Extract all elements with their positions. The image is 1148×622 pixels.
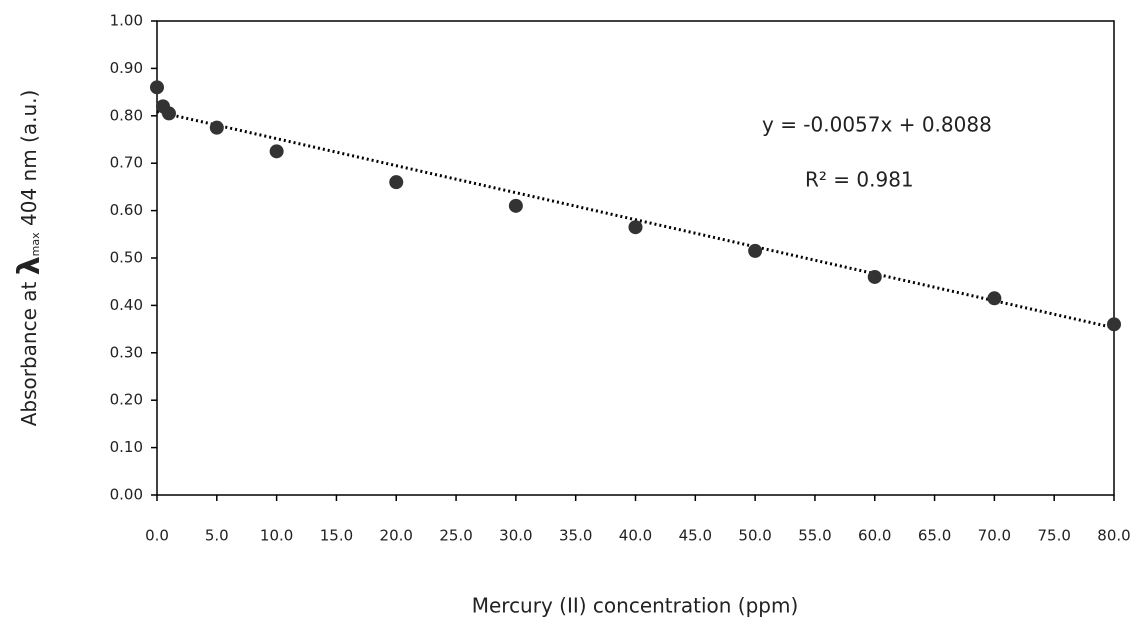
y-tick-label: 0.70 xyxy=(110,154,143,172)
y-tick-label: 1.00 xyxy=(110,12,143,30)
y-tick-label: 0.30 xyxy=(110,343,143,361)
y-tick-label: 0.50 xyxy=(110,249,143,267)
x-tick-label: 45.0 xyxy=(679,527,712,545)
x-tick-label: 55.0 xyxy=(798,527,831,545)
x-tick-label: 5.0 xyxy=(205,527,229,545)
data-point xyxy=(987,291,1002,306)
y-tick-label: 0.60 xyxy=(110,201,143,219)
x-tick-label: 40.0 xyxy=(619,527,652,545)
x-tick-label: 60.0 xyxy=(858,527,891,545)
x-tick-label: 0.0 xyxy=(145,527,169,545)
y-tick-label: 0.10 xyxy=(110,438,143,456)
y-label-sub: max xyxy=(29,232,42,256)
data-point xyxy=(867,269,882,284)
x-tick-label: 25.0 xyxy=(439,527,472,545)
data-point xyxy=(508,198,523,213)
r-squared: R² = 0.981 xyxy=(805,168,914,192)
x-tick-label: 35.0 xyxy=(559,527,592,545)
trendline xyxy=(156,110,1115,330)
y-tick-label: 0.40 xyxy=(110,296,143,314)
data-point xyxy=(150,80,164,95)
y-tick-label: 0.20 xyxy=(110,391,143,409)
x-tick-label: 30.0 xyxy=(499,527,532,545)
y-tick-label: 0.80 xyxy=(110,106,143,124)
equation: y = -0.0057x + 0.8088 xyxy=(762,113,992,137)
y-label-part: Absorbance at xyxy=(17,275,41,426)
data-point xyxy=(1107,317,1121,332)
x-tick-label: 70.0 xyxy=(978,527,1011,545)
x-tick-label: 50.0 xyxy=(738,527,771,545)
y-axis-label: Absorbance at λmax 404 nm (a.u.) xyxy=(12,90,47,427)
data-point xyxy=(628,220,643,235)
y-label-lambda: λ xyxy=(12,256,47,275)
y-tick-label: 0.90 xyxy=(110,59,143,77)
x-axis-label: Mercury (II) concentration (ppm) xyxy=(472,594,799,618)
plot-frame xyxy=(156,20,1115,496)
x-tick-label: 75.0 xyxy=(1037,527,1070,545)
x-tick-label: 10.0 xyxy=(260,527,293,545)
data-point xyxy=(161,106,176,121)
data-point xyxy=(209,120,224,135)
y-tick-label: 0.00 xyxy=(110,486,143,504)
y-label-part: 404 nm (a.u.) xyxy=(17,90,41,233)
x-tick-label: 20.0 xyxy=(380,527,413,545)
x-tick-label: 15.0 xyxy=(320,527,353,545)
x-tick-label: 65.0 xyxy=(918,527,951,545)
data-point xyxy=(269,144,284,159)
data-point xyxy=(748,243,763,258)
x-tick-label: 80.0 xyxy=(1097,527,1130,545)
data-point xyxy=(389,175,404,190)
